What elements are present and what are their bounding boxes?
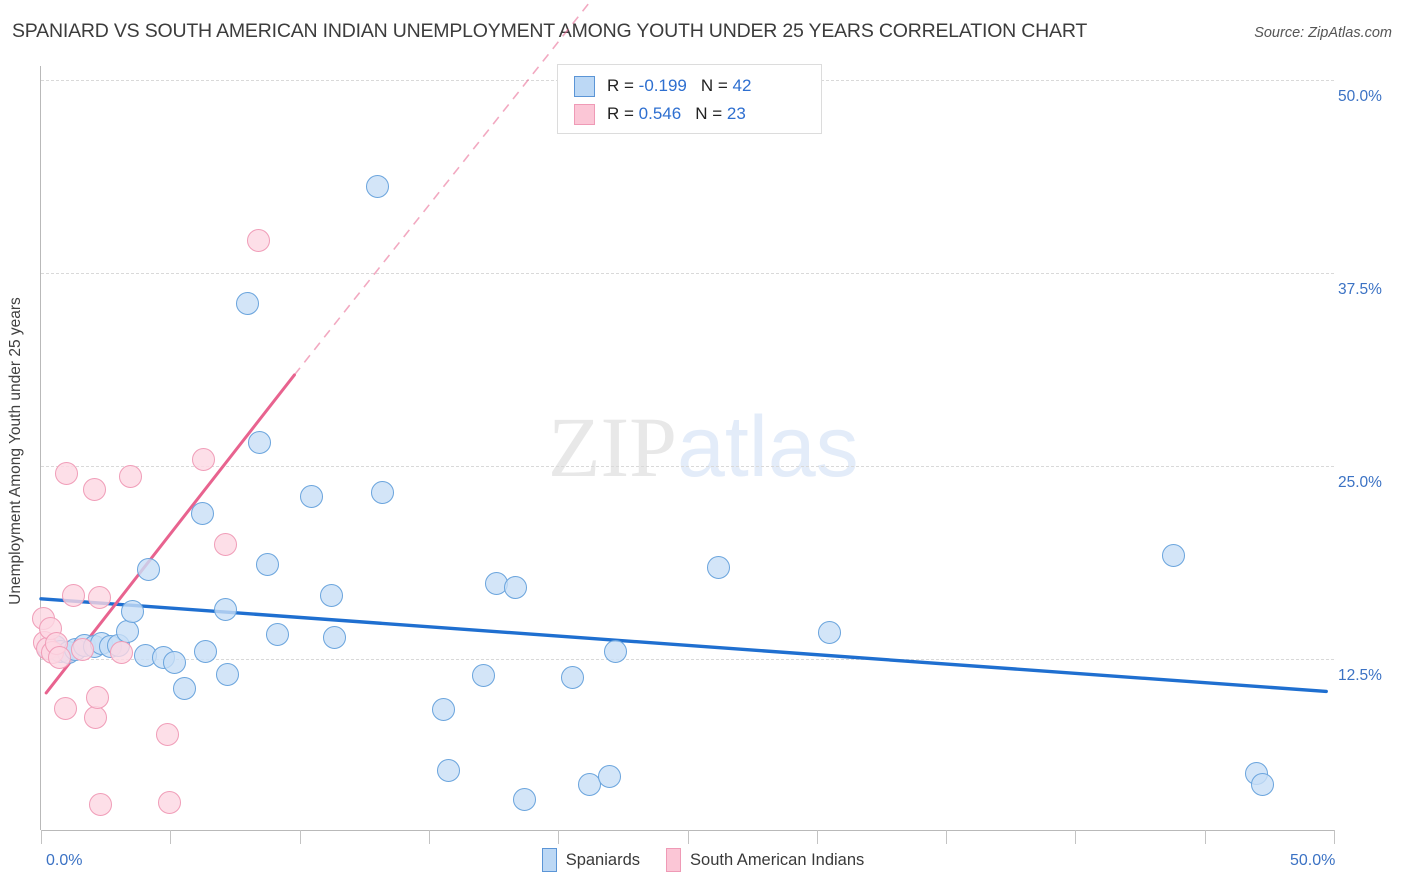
data-point[interactable]: [1162, 544, 1186, 568]
x-tick-6: [816, 830, 818, 844]
x-tick-4: [558, 830, 560, 844]
data-point[interactable]: [118, 465, 142, 489]
y-axis-label-0: 50.0%: [1338, 88, 1382, 105]
legend-swatch-spaniards: [541, 848, 557, 872]
data-point[interactable]: [82, 477, 106, 501]
stats-swatch-south-american-indians: [574, 103, 595, 125]
data-point[interactable]: [370, 480, 394, 504]
data-point[interactable]: [560, 666, 584, 690]
x-tick-2: [299, 830, 301, 844]
page-title: SPANIARD VS SOUTH AMERICAN INDIAN UNEMPL…: [12, 20, 1088, 42]
gridline-125: [41, 659, 1334, 660]
data-point[interactable]: [320, 584, 344, 608]
data-point[interactable]: [236, 292, 260, 316]
data-point[interactable]: [86, 686, 110, 710]
data-point[interactable]: [156, 723, 180, 747]
correlation-stats-box: R = -0.199 N = 42 R = 0.546 N = 23: [557, 64, 822, 134]
data-point[interactable]: [83, 706, 107, 730]
legend-label-spaniards: Spaniards: [565, 850, 641, 869]
stats-row-south-american-indians: R = 0.546 N = 23: [574, 100, 821, 128]
x-tick-5: [687, 830, 689, 844]
x-tick-7: [946, 830, 948, 844]
data-point[interactable]: [603, 639, 627, 663]
stats-text-spaniards: R = -0.199 N = 42: [607, 76, 752, 95]
data-point[interactable]: [471, 664, 495, 688]
data-point[interactable]: [1251, 772, 1275, 796]
plot-area: ZIPatlas: [32, 2, 1334, 830]
data-point[interactable]: [87, 585, 111, 609]
legend-item-south-american-indians[interactable]: South American Indians: [666, 848, 864, 872]
data-point[interactable]: [88, 792, 112, 816]
legend-swatch-south-american-indians: [666, 848, 682, 872]
trend-lines: [39, 2, 1328, 695]
data-point[interactable]: [504, 576, 528, 600]
y-axis-label-1: 37.5%: [1338, 281, 1382, 298]
x-tick-1: [170, 830, 172, 844]
data-point[interactable]: [162, 650, 186, 674]
data-point[interactable]: [299, 485, 323, 509]
data-point[interactable]: [55, 462, 79, 486]
data-point[interactable]: [215, 662, 239, 686]
data-point[interactable]: [513, 788, 537, 811]
data-point[interactable]: [192, 448, 216, 472]
data-point[interactable]: [266, 622, 290, 646]
x-axis-label-0: 0.0%: [46, 852, 83, 869]
trendline-spaniards: [39, 597, 1328, 694]
trendline-dashed-south-american-indians: [293, 2, 590, 376]
data-point[interactable]: [436, 758, 460, 782]
data-point[interactable]: [818, 621, 842, 645]
x-tick-3: [428, 830, 430, 844]
legend-item-spaniards[interactable]: Spaniards: [541, 848, 641, 872]
stats-swatch-spaniards: [574, 75, 595, 97]
data-point[interactable]: [248, 431, 272, 455]
data-point[interactable]: [116, 619, 140, 643]
x-tick-10: [1334, 830, 1335, 844]
data-point[interactable]: [121, 599, 145, 623]
stats-row-spaniards: R = -0.199 N = 42: [574, 72, 821, 100]
data-point[interactable]: [598, 764, 622, 788]
data-point[interactable]: [365, 175, 389, 199]
data-point[interactable]: [136, 557, 160, 581]
legend-label-south-american-indians: South American Indians: [690, 850, 865, 869]
data-point[interactable]: [109, 641, 133, 665]
data-point[interactable]: [191, 502, 215, 526]
y-axis-label-2: 25.0%: [1338, 474, 1382, 491]
data-point[interactable]: [54, 696, 78, 720]
x-tick-9: [1204, 830, 1206, 844]
y-axis-title: Unemployment Among Youth under 25 years: [7, 297, 24, 605]
data-point[interactable]: [214, 598, 238, 622]
data-point[interactable]: [431, 698, 455, 722]
stats-text-south-american-indians: R = 0.546 N = 23: [607, 104, 746, 123]
data-point[interactable]: [577, 772, 601, 796]
data-point[interactable]: [214, 533, 238, 557]
x-tick-0: [41, 830, 42, 844]
data-point[interactable]: [47, 645, 71, 669]
data-point[interactable]: [70, 638, 94, 662]
data-point[interactable]: [173, 676, 197, 700]
x-tick-8: [1075, 830, 1077, 844]
gridline-250: [41, 466, 1334, 467]
data-point[interactable]: [323, 625, 346, 649]
x-axis-label-1: 50.0%: [1290, 852, 1336, 869]
y-axis-label-3: 12.5%: [1338, 667, 1382, 684]
data-point[interactable]: [193, 639, 217, 663]
gridline-375: [41, 273, 1334, 274]
data-point[interactable]: [246, 229, 270, 253]
data-point[interactable]: [157, 791, 181, 815]
data-point[interactable]: [61, 584, 85, 608]
data-point[interactable]: [707, 556, 731, 580]
y-axis-line: [40, 66, 41, 830]
source-attribution: Source: ZipAtlas.com: [1254, 25, 1392, 41]
series-legend: Spaniards South American Indians: [0, 848, 1406, 872]
data-point[interactable]: [255, 553, 279, 577]
